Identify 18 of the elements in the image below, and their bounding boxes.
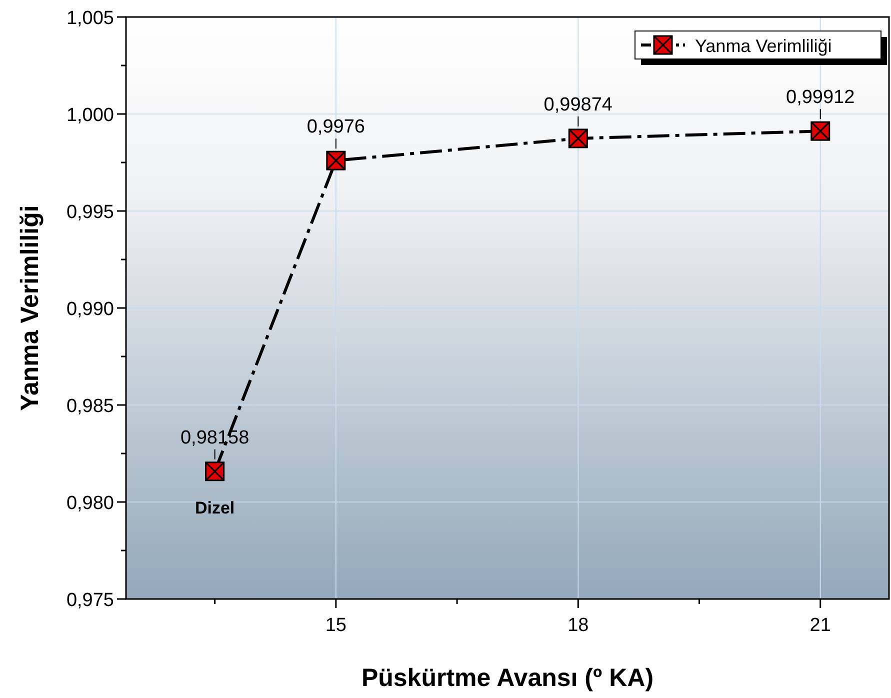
y-axis-title: Yanma Verimliliği bbox=[16, 205, 44, 411]
annotation: Dizel bbox=[194, 498, 235, 518]
y-tick-label: 0,975 bbox=[66, 590, 114, 611]
y-tick-label: 0,990 bbox=[66, 299, 114, 320]
y-tick-label: 0,985 bbox=[66, 396, 114, 417]
legend-label: Yanma Verimliliği bbox=[695, 36, 832, 56]
text: 0,9976 bbox=[306, 116, 365, 138]
y-tick-label: 0,980 bbox=[66, 493, 114, 514]
x-axis-title: Püskürtme Avansı (º KA) bbox=[361, 664, 654, 692]
text: 0,99912 bbox=[786, 87, 855, 108]
x-tick-label: 21 bbox=[810, 615, 831, 636]
text: 0,98158 bbox=[180, 427, 250, 448]
text: 0,99874 bbox=[544, 94, 612, 116]
y-tick-label: 0,995 bbox=[66, 202, 114, 223]
x-tick-label: 15 bbox=[325, 615, 346, 636]
y-tick-label: 1,005 bbox=[66, 8, 114, 29]
x-tick-label: 18 bbox=[568, 615, 589, 636]
y-tick-label: 1,000 bbox=[66, 105, 114, 126]
